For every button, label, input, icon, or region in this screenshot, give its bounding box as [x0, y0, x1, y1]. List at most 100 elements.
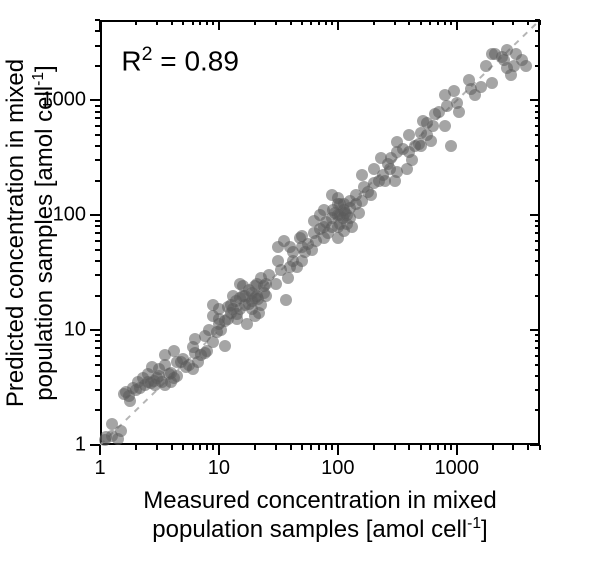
x-tick-major: [456, 445, 458, 455]
x-tick-minor: [408, 445, 410, 450]
x-tick-minor-top: [450, 20, 452, 25]
x-tick-minor-top: [437, 20, 439, 25]
x-tick-minor-top: [373, 20, 375, 25]
x-tick-major: [99, 445, 101, 455]
data-point: [365, 189, 377, 201]
data-point: [146, 361, 158, 373]
x-tick-minor: [275, 445, 277, 450]
data-point: [165, 367, 177, 379]
x-tick-minor-top: [206, 20, 208, 25]
y-tick-minor-right: [535, 409, 540, 411]
y-tick-minor-right: [535, 220, 540, 222]
data-point: [260, 290, 272, 302]
x-tick-minor-top: [394, 20, 396, 25]
y-tick-minor: [95, 225, 100, 227]
y-tick-minor: [95, 117, 100, 119]
x-tick-minor-top: [254, 20, 256, 25]
x-tick-minor: [301, 445, 303, 450]
y-axis-label: Predicted concentration in mixedpopulati…: [2, 20, 58, 445]
data-point: [282, 272, 294, 284]
data-point: [253, 307, 265, 319]
x-tick-minor: [420, 445, 422, 450]
y-tick-minor-right: [535, 364, 540, 366]
y-tick-minor-right: [535, 249, 540, 251]
x-axis-label: Measured concentration in mixedpopulatio…: [100, 487, 540, 543]
y-tick-minor-right: [535, 19, 540, 21]
y-tick-minor: [95, 340, 100, 342]
y-tick-minor: [95, 125, 100, 127]
data-point: [294, 232, 306, 244]
x-tick-minor-top: [325, 20, 327, 25]
y-tick-minor: [95, 180, 100, 182]
y-tick-minor-right: [535, 225, 540, 227]
x-tick-minor: [325, 445, 327, 450]
data-point: [318, 232, 330, 244]
x-tick-minor-top: [212, 20, 214, 25]
y-tick-minor-right: [535, 30, 540, 32]
y-tick-minor-right: [535, 274, 540, 276]
x-tick-major-top: [99, 20, 101, 30]
x-tick-minor-top: [301, 20, 303, 25]
y-tick-major: [90, 444, 100, 446]
x-tick-minor: [290, 445, 292, 450]
data-point: [520, 60, 532, 72]
x-tick-minor: [394, 445, 396, 450]
x-tick-minor-top: [171, 20, 173, 25]
y-tick-minor-right: [535, 347, 540, 349]
y-tick-minor-right: [535, 45, 540, 47]
data-point: [168, 345, 180, 357]
x-tick-minor: [254, 445, 256, 450]
x-tick-minor: [171, 445, 173, 450]
x-tick-minor: [199, 445, 201, 450]
x-tick-minor-top: [408, 20, 410, 25]
y-tick-minor: [95, 375, 100, 377]
x-tick-minor: [318, 445, 320, 450]
y-tick-minor: [95, 409, 100, 411]
y-tick-minor: [95, 249, 100, 251]
y-tick-minor: [95, 111, 100, 113]
x-tick-minor: [373, 445, 375, 450]
r-squared-annotation: R2 = 0.89: [121, 43, 239, 77]
data-point: [353, 207, 365, 219]
data-point: [375, 152, 387, 164]
y-tick-minor: [95, 260, 100, 262]
x-tick-major: [218, 445, 220, 455]
y-tick-minor: [95, 364, 100, 366]
x-tick-minor: [512, 445, 514, 450]
y-tick-minor-right: [535, 355, 540, 357]
scatter-figure: 11010010001101001000R2 = 0.89Measured co…: [0, 0, 602, 573]
data-point: [384, 163, 396, 175]
y-tick-minor-right: [535, 389, 540, 391]
data-point: [207, 299, 219, 311]
y-tick-minor: [95, 240, 100, 242]
y-tick-major-right: [530, 99, 540, 101]
y-tick-minor-right: [535, 375, 540, 377]
x-tick-minor-top: [135, 20, 137, 25]
y-tick-label: 1: [75, 434, 86, 457]
data-point: [231, 313, 243, 325]
x-tick-minor-top: [182, 20, 184, 25]
data-point: [445, 140, 457, 152]
x-tick-minor-top: [527, 20, 529, 25]
y-tick-minor: [95, 159, 100, 161]
data-point: [338, 225, 350, 237]
y-tick-minor-right: [535, 65, 540, 67]
data-point: [234, 278, 246, 290]
x-tick-major: [337, 445, 339, 455]
y-tick-minor: [95, 30, 100, 32]
y-tick-minor-right: [535, 260, 540, 262]
data-point: [356, 169, 368, 181]
x-tick-label: 1: [94, 457, 105, 480]
x-tick-minor: [429, 445, 431, 450]
y-tick-label: 10: [64, 319, 86, 342]
data-point: [453, 106, 465, 118]
x-tick-major-top: [337, 20, 339, 30]
x-tick-label: 10: [208, 457, 230, 480]
y-tick-minor-right: [535, 125, 540, 127]
data-point: [486, 48, 498, 60]
y-tick-major: [90, 214, 100, 216]
x-tick-minor-top: [310, 20, 312, 25]
x-tick-minor-top: [290, 20, 292, 25]
y-tick-minor-right: [535, 117, 540, 119]
data-point: [508, 60, 520, 72]
